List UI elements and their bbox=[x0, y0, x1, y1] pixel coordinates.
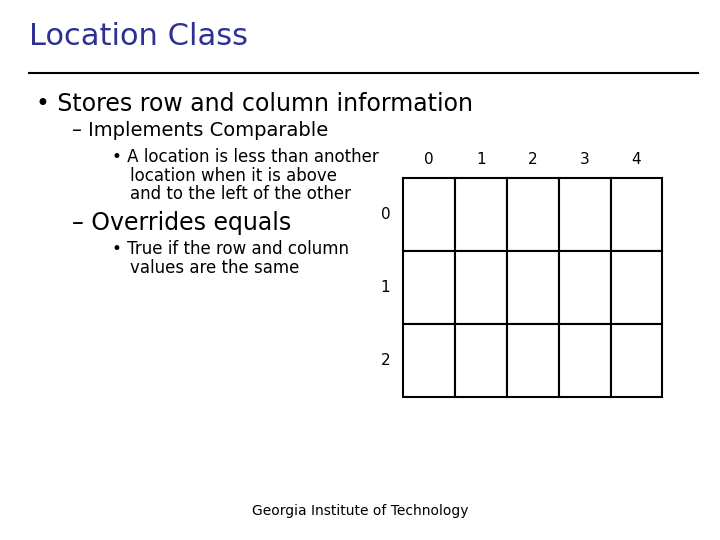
Bar bbox=[455, 324, 507, 397]
Bar bbox=[611, 251, 662, 324]
Text: • A location is less than another: • A location is less than another bbox=[112, 148, 378, 166]
Bar bbox=[559, 324, 611, 397]
Text: and to the left of the other: and to the left of the other bbox=[130, 185, 351, 203]
Text: 0: 0 bbox=[381, 207, 390, 222]
Bar bbox=[507, 178, 559, 251]
Text: 2: 2 bbox=[381, 353, 390, 368]
Text: 2: 2 bbox=[528, 152, 538, 167]
Text: • True if the row and column: • True if the row and column bbox=[112, 240, 348, 258]
Text: 0: 0 bbox=[424, 152, 434, 167]
Bar bbox=[559, 178, 611, 251]
Bar bbox=[507, 251, 559, 324]
Text: Georgia Institute of Technology: Georgia Institute of Technology bbox=[252, 504, 468, 518]
Bar bbox=[507, 324, 559, 397]
Text: values are the same: values are the same bbox=[130, 259, 299, 276]
Text: – Implements Comparable: – Implements Comparable bbox=[72, 122, 328, 140]
Bar bbox=[611, 178, 662, 251]
Bar bbox=[455, 251, 507, 324]
Bar bbox=[611, 324, 662, 397]
Bar bbox=[403, 251, 455, 324]
Text: 4: 4 bbox=[631, 152, 642, 167]
Bar bbox=[403, 178, 455, 251]
Text: 1: 1 bbox=[381, 280, 390, 295]
Text: 3: 3 bbox=[580, 152, 590, 167]
Bar bbox=[455, 178, 507, 251]
Text: 1: 1 bbox=[476, 152, 486, 167]
Text: Location Class: Location Class bbox=[29, 22, 248, 51]
Text: location when it is above: location when it is above bbox=[130, 167, 337, 185]
Bar bbox=[403, 324, 455, 397]
Bar bbox=[559, 251, 611, 324]
Text: • Stores row and column information: • Stores row and column information bbox=[36, 92, 473, 116]
Text: – Overrides equals: – Overrides equals bbox=[72, 211, 292, 234]
